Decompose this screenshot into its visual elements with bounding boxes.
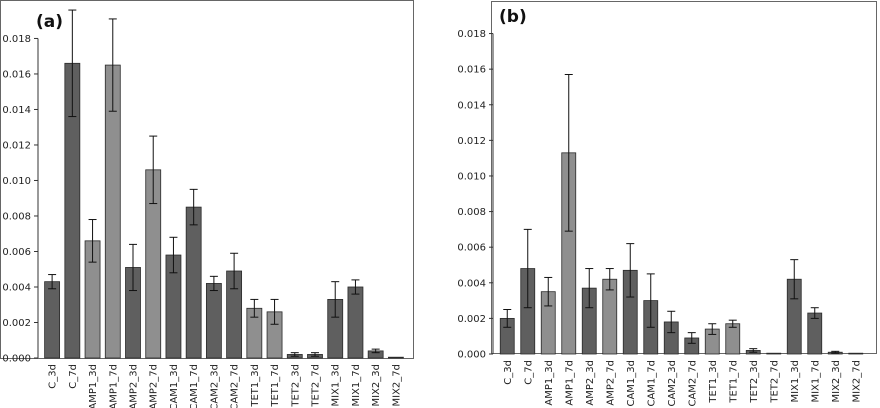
panel-b-y-tick-label: 0.010 xyxy=(457,171,486,182)
panel-b-bar-tet1-7d xyxy=(725,323,741,355)
panel-b-y-tick-label: 0.002 xyxy=(457,314,486,325)
panel-b-x-tick-label: AMP2_3d xyxy=(585,360,596,406)
panel-a-x-tick-label: AMP2_7d xyxy=(149,364,160,408)
panel-a-x-tick-label: C_7d xyxy=(68,364,79,389)
panel-b-bar-mix2-7d xyxy=(848,352,864,355)
panel-a-y-tick-label: 0.006 xyxy=(2,247,31,258)
panel-b-x-tick-label: AMP2_7d xyxy=(605,360,616,406)
panel-a-x-tick-label: MIX2_7d xyxy=(391,364,402,407)
panel-a-y-tick-label: 0.018 xyxy=(2,34,31,45)
panel-b-bar-tet2-7d xyxy=(766,352,782,355)
panel-b-x-tick-label: AMP1_7d xyxy=(564,360,575,406)
panel-b-x-tick-label: TET1_7d xyxy=(728,360,739,404)
panel-a-x-tick-label: AMP1_3d xyxy=(88,364,99,408)
panel-b-x-tick-label: CAM1_7d xyxy=(646,360,657,407)
panel-b-bar-mix1-7d xyxy=(807,312,823,355)
panel-a-x-tick-label: CAM2_7d xyxy=(230,364,241,408)
panel-b-y-tick-label: 0.008 xyxy=(457,207,486,218)
panel-b-x-tick-label: MIX2_3d xyxy=(831,360,842,403)
panel-a-y-tick-label: 0.008 xyxy=(2,211,31,222)
panel-a-x-tick-label: TET1_7d xyxy=(270,364,281,408)
panel-a-y-tick-label: 0.014 xyxy=(2,105,31,116)
panel-b-x-tick-label: MIX1_3d xyxy=(790,360,801,403)
panel-a-x-tick-label: CAM2_3d xyxy=(209,364,220,408)
panel-b-x-tick-label: CAM2_3d xyxy=(667,360,678,407)
panel-b-y-tick-label: 0.000 xyxy=(457,350,486,361)
panel-a-bar-cam1-7d xyxy=(185,206,202,359)
panel-a-bar-mix1-7d xyxy=(347,286,364,359)
panel-a-label: (a) xyxy=(36,12,63,32)
panel-b-x-tick-label: CAM2_7d xyxy=(687,360,698,407)
panel-a-x-tick-label: MIX1_3d xyxy=(331,364,342,407)
panel-a-y-tick-label: 0.000 xyxy=(2,354,31,365)
panel-b-chart: (b) 0.000 0.002 0.004 0.006 0.008 0.010 0.012 0… xyxy=(457,1,877,407)
panel-a-x-tick-label: AMP2_3d xyxy=(129,364,140,408)
panel-a-x-tick-label: CAM1_3d xyxy=(169,364,180,408)
panel-a-x-tick-label: TET2_7d xyxy=(311,364,322,408)
panel-a-chart: (a) 0.000 0.002 0.004 0.006 0.008 0.010 0.012 0… xyxy=(0,0,414,408)
panel-b-x-tick-label: C_3d xyxy=(503,360,514,385)
panel-b-x-tick-label: CAM1_3d xyxy=(626,360,637,407)
panel-b-x-tick-label: TET1_3d xyxy=(708,360,719,404)
panel-b-y-tick-label: 0.006 xyxy=(457,243,486,254)
panel-a-x-tick-label: TET1_3d xyxy=(250,364,261,408)
panel-b-y-tick-label: 0.012 xyxy=(457,136,486,147)
panel-a-y-tick-label: 0.010 xyxy=(2,176,31,187)
panel-b-y-tick-label: 0.018 xyxy=(457,29,486,40)
panel-b-frame xyxy=(491,1,877,354)
panel-b-y-tick-label: 0.016 xyxy=(457,65,486,76)
panel-b-x-tick-label: TET2_3d xyxy=(749,360,760,404)
panel-a-frame xyxy=(0,0,414,359)
panel-b-y-tick-label: 0.014 xyxy=(457,100,486,111)
panel-b-bar-amp2-7d xyxy=(602,278,618,355)
panel-a-y-tick-label: 0.012 xyxy=(2,140,31,151)
panel-a-y-tick-label: 0.004 xyxy=(2,282,31,293)
panel-a-x-tick-label: MIX1_7d xyxy=(351,364,362,407)
panel-b-y-tick-label: 0.004 xyxy=(457,278,486,289)
panel-b-x-tick-label: C_7d xyxy=(523,360,534,385)
panel-a-x-tick-label: TET2_3d xyxy=(290,364,301,408)
panel-a-bar-mix2-7d xyxy=(387,356,404,359)
panel-a-x-tick-label: AMP1_7d xyxy=(108,364,119,408)
panel-a-y-tick-label: 0.002 xyxy=(2,318,31,329)
panel-a-bar-c-3d xyxy=(44,281,61,359)
panel-b-x-tick-label: TET2_7d xyxy=(769,360,780,404)
panel-b-x-tick-label: MIX2_7d xyxy=(851,360,862,403)
panel-b-x-tick-label: MIX1_7d xyxy=(810,360,821,403)
panel-a-x-tick-label: CAM1_7d xyxy=(189,364,200,408)
panel-b-x-tick-label: AMP1_3d xyxy=(544,360,555,406)
panel-a-bar-cam2-3d xyxy=(205,283,222,359)
panel-b-label: (b) xyxy=(499,7,527,27)
panel-a-x-tick-label: C_3d xyxy=(48,364,59,389)
panel-a-x-tick-label: MIX2_3d xyxy=(371,364,382,407)
panel-a-y-tick-label: 0.016 xyxy=(2,69,31,80)
